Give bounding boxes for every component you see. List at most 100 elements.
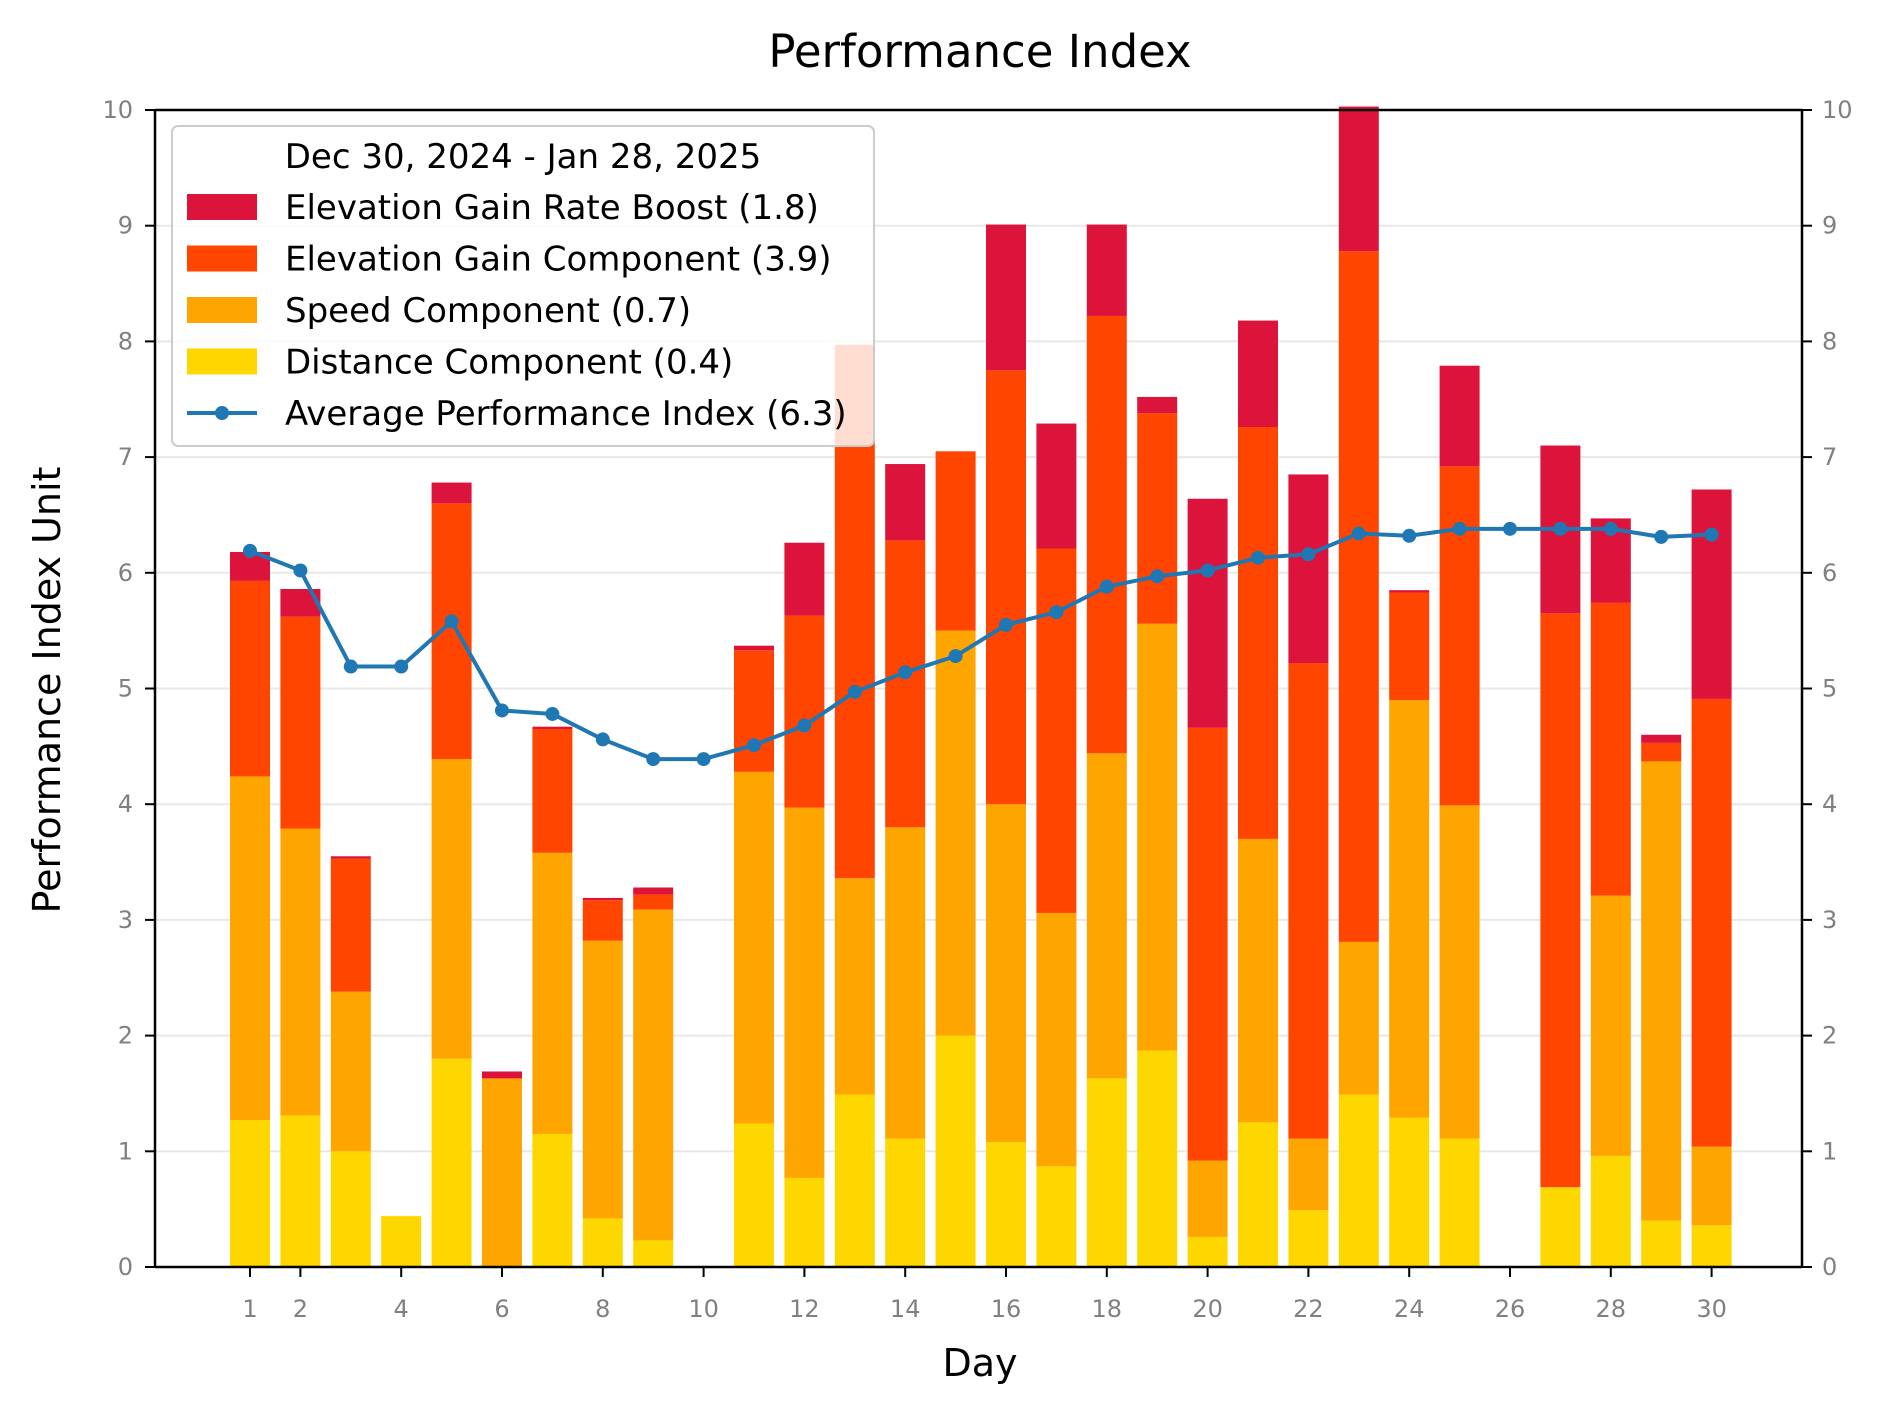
bar-segment bbox=[885, 540, 926, 828]
average-point bbox=[394, 659, 409, 674]
bar-segment bbox=[1641, 1220, 1682, 1267]
bar-segment bbox=[935, 1035, 976, 1267]
bar-segment bbox=[1338, 251, 1379, 942]
average-point bbox=[444, 614, 459, 629]
legend-label: Elevation Gain Rate Boost (1.8) bbox=[285, 188, 819, 228]
bar-segment bbox=[330, 858, 371, 992]
bar-segment bbox=[230, 1120, 270, 1267]
x-tick-label: 30 bbox=[1696, 1295, 1727, 1323]
y-tick-label: 9 bbox=[118, 212, 133, 240]
average-point bbox=[847, 684, 862, 699]
bar-segment bbox=[885, 464, 926, 541]
x-tick-label: 20 bbox=[1192, 1295, 1223, 1323]
secondary-y-tick-label: 7 bbox=[1822, 443, 1837, 471]
average-point bbox=[999, 617, 1013, 632]
average-point bbox=[1200, 563, 1215, 578]
x-tick-label: 2 bbox=[293, 1295, 308, 1323]
bar-segment bbox=[431, 503, 472, 760]
bar-segment bbox=[1439, 1138, 1480, 1267]
bar-segment bbox=[330, 991, 371, 1152]
bar-segment bbox=[1238, 838, 1278, 1123]
average-point bbox=[1099, 579, 1114, 594]
bar-segment bbox=[381, 1216, 422, 1267]
bar-segment bbox=[1036, 912, 1077, 1167]
bar-segment bbox=[1086, 315, 1127, 754]
secondary-y-tick-label: 10 bbox=[1822, 96, 1853, 124]
bar-segment bbox=[582, 900, 623, 941]
bar-segment bbox=[230, 776, 270, 1121]
average-point bbox=[1503, 521, 1517, 536]
average-point bbox=[1654, 529, 1669, 544]
bar-segment bbox=[1691, 1146, 1732, 1226]
bar-segment bbox=[734, 771, 774, 1124]
bar-segment bbox=[1691, 489, 1732, 699]
bar-segment bbox=[431, 759, 472, 1059]
y-axis-title: Performance Index Unit bbox=[25, 467, 69, 914]
legend-label: Average Performance Index (6.3) bbox=[285, 394, 847, 434]
bar-segment bbox=[532, 728, 573, 853]
bar-segment bbox=[986, 804, 1026, 1143]
legend-swatch bbox=[187, 348, 257, 375]
bar-segment bbox=[986, 370, 1026, 805]
average-point bbox=[243, 543, 257, 558]
bar-segment bbox=[1540, 613, 1581, 1188]
secondary-y-tick-label: 1 bbox=[1822, 1137, 1837, 1165]
bar-segment bbox=[1691, 698, 1732, 1147]
bar-segment bbox=[1389, 1117, 1430, 1267]
legend-label: Elevation Gain Component (3.9) bbox=[285, 240, 832, 280]
average-point bbox=[1251, 550, 1265, 565]
secondary-y-tick-label: 4 bbox=[1822, 790, 1837, 818]
average-point bbox=[1704, 527, 1719, 542]
bar-segment bbox=[1187, 1160, 1228, 1237]
bar-segment bbox=[633, 887, 674, 895]
bar-segment bbox=[532, 1133, 573, 1267]
bar-segment bbox=[784, 615, 825, 808]
legend-label: Distance Component (0.4) bbox=[285, 343, 733, 383]
bar-segment bbox=[734, 645, 774, 651]
bar-segment bbox=[1086, 1078, 1127, 1267]
bar-stacks bbox=[230, 106, 1732, 1267]
bar-segment bbox=[1590, 602, 1631, 896]
legend: Dec 30, 2024 - Jan 28, 2025 Elevation Gai… bbox=[171, 125, 875, 447]
bar-segment bbox=[1338, 106, 1379, 252]
secondary-y-tick-label: 5 bbox=[1822, 675, 1837, 703]
bar-segment bbox=[1590, 1155, 1631, 1267]
secondary-y-tick-label: 6 bbox=[1822, 559, 1837, 587]
x-tick-label: 24 bbox=[1394, 1295, 1425, 1323]
x-axis-title: Day bbox=[942, 1341, 1017, 1385]
bar-segment bbox=[1238, 427, 1278, 839]
average-point bbox=[293, 563, 308, 578]
y-tick-label: 10 bbox=[102, 96, 133, 124]
legend-marker bbox=[215, 406, 229, 420]
secondary-y-tick-label: 8 bbox=[1822, 327, 1837, 355]
bar-segment bbox=[1187, 727, 1228, 1161]
bar-segment bbox=[1641, 761, 1682, 1221]
bar-segment bbox=[1238, 320, 1278, 428]
bar-segment bbox=[633, 894, 674, 910]
bar-segment bbox=[935, 451, 976, 631]
average-point bbox=[343, 659, 358, 674]
bar-segment bbox=[230, 580, 270, 777]
average-point bbox=[1150, 569, 1165, 584]
y-tick-label: 2 bbox=[118, 1022, 133, 1050]
bar-segment bbox=[1338, 1094, 1379, 1267]
bar-segment bbox=[1137, 413, 1178, 624]
y-tick-label: 8 bbox=[118, 327, 133, 355]
average-point bbox=[898, 665, 913, 680]
x-tick-label: 4 bbox=[394, 1295, 409, 1323]
bar-segment bbox=[986, 224, 1026, 371]
average-point bbox=[747, 738, 761, 753]
x-tick-label: 26 bbox=[1495, 1295, 1526, 1323]
secondary-y-tick-label: 9 bbox=[1822, 212, 1837, 240]
x-tick-label: 16 bbox=[991, 1295, 1022, 1323]
bar-segment bbox=[734, 650, 774, 772]
average-point bbox=[545, 706, 560, 721]
y-tick-label: 5 bbox=[118, 675, 133, 703]
bar-segment bbox=[1036, 1166, 1077, 1267]
bar-segment bbox=[1137, 1050, 1178, 1267]
bar-segment bbox=[1641, 742, 1682, 762]
bar-segment bbox=[582, 940, 623, 1219]
bar-segment bbox=[532, 726, 573, 729]
